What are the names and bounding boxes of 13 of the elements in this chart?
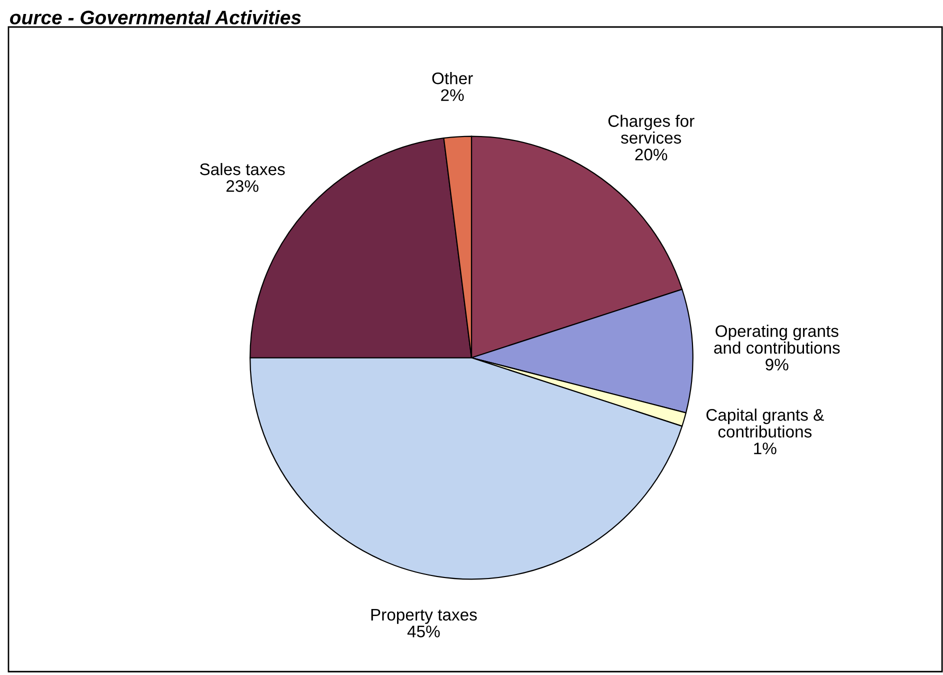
data-label: 45% [407, 626, 440, 638]
slice-label: Operating grants and contributions [714, 324, 840, 354]
data-label: 2% [441, 89, 464, 101]
data-label: 23% [226, 180, 258, 192]
slice-label: Property taxes [371, 609, 477, 624]
chart-title: ource - Governmental Activities [10, 10, 301, 24]
data-label: 9% [766, 358, 788, 370]
slice-label: Other [432, 72, 473, 84]
data-label: 1% [754, 442, 776, 454]
slice-label: Charges for services [608, 114, 694, 144]
slice-label: Capital grants & contributions [706, 408, 824, 438]
data-label: 20% [635, 148, 668, 160]
slice-label: Sales taxes [200, 162, 285, 176]
